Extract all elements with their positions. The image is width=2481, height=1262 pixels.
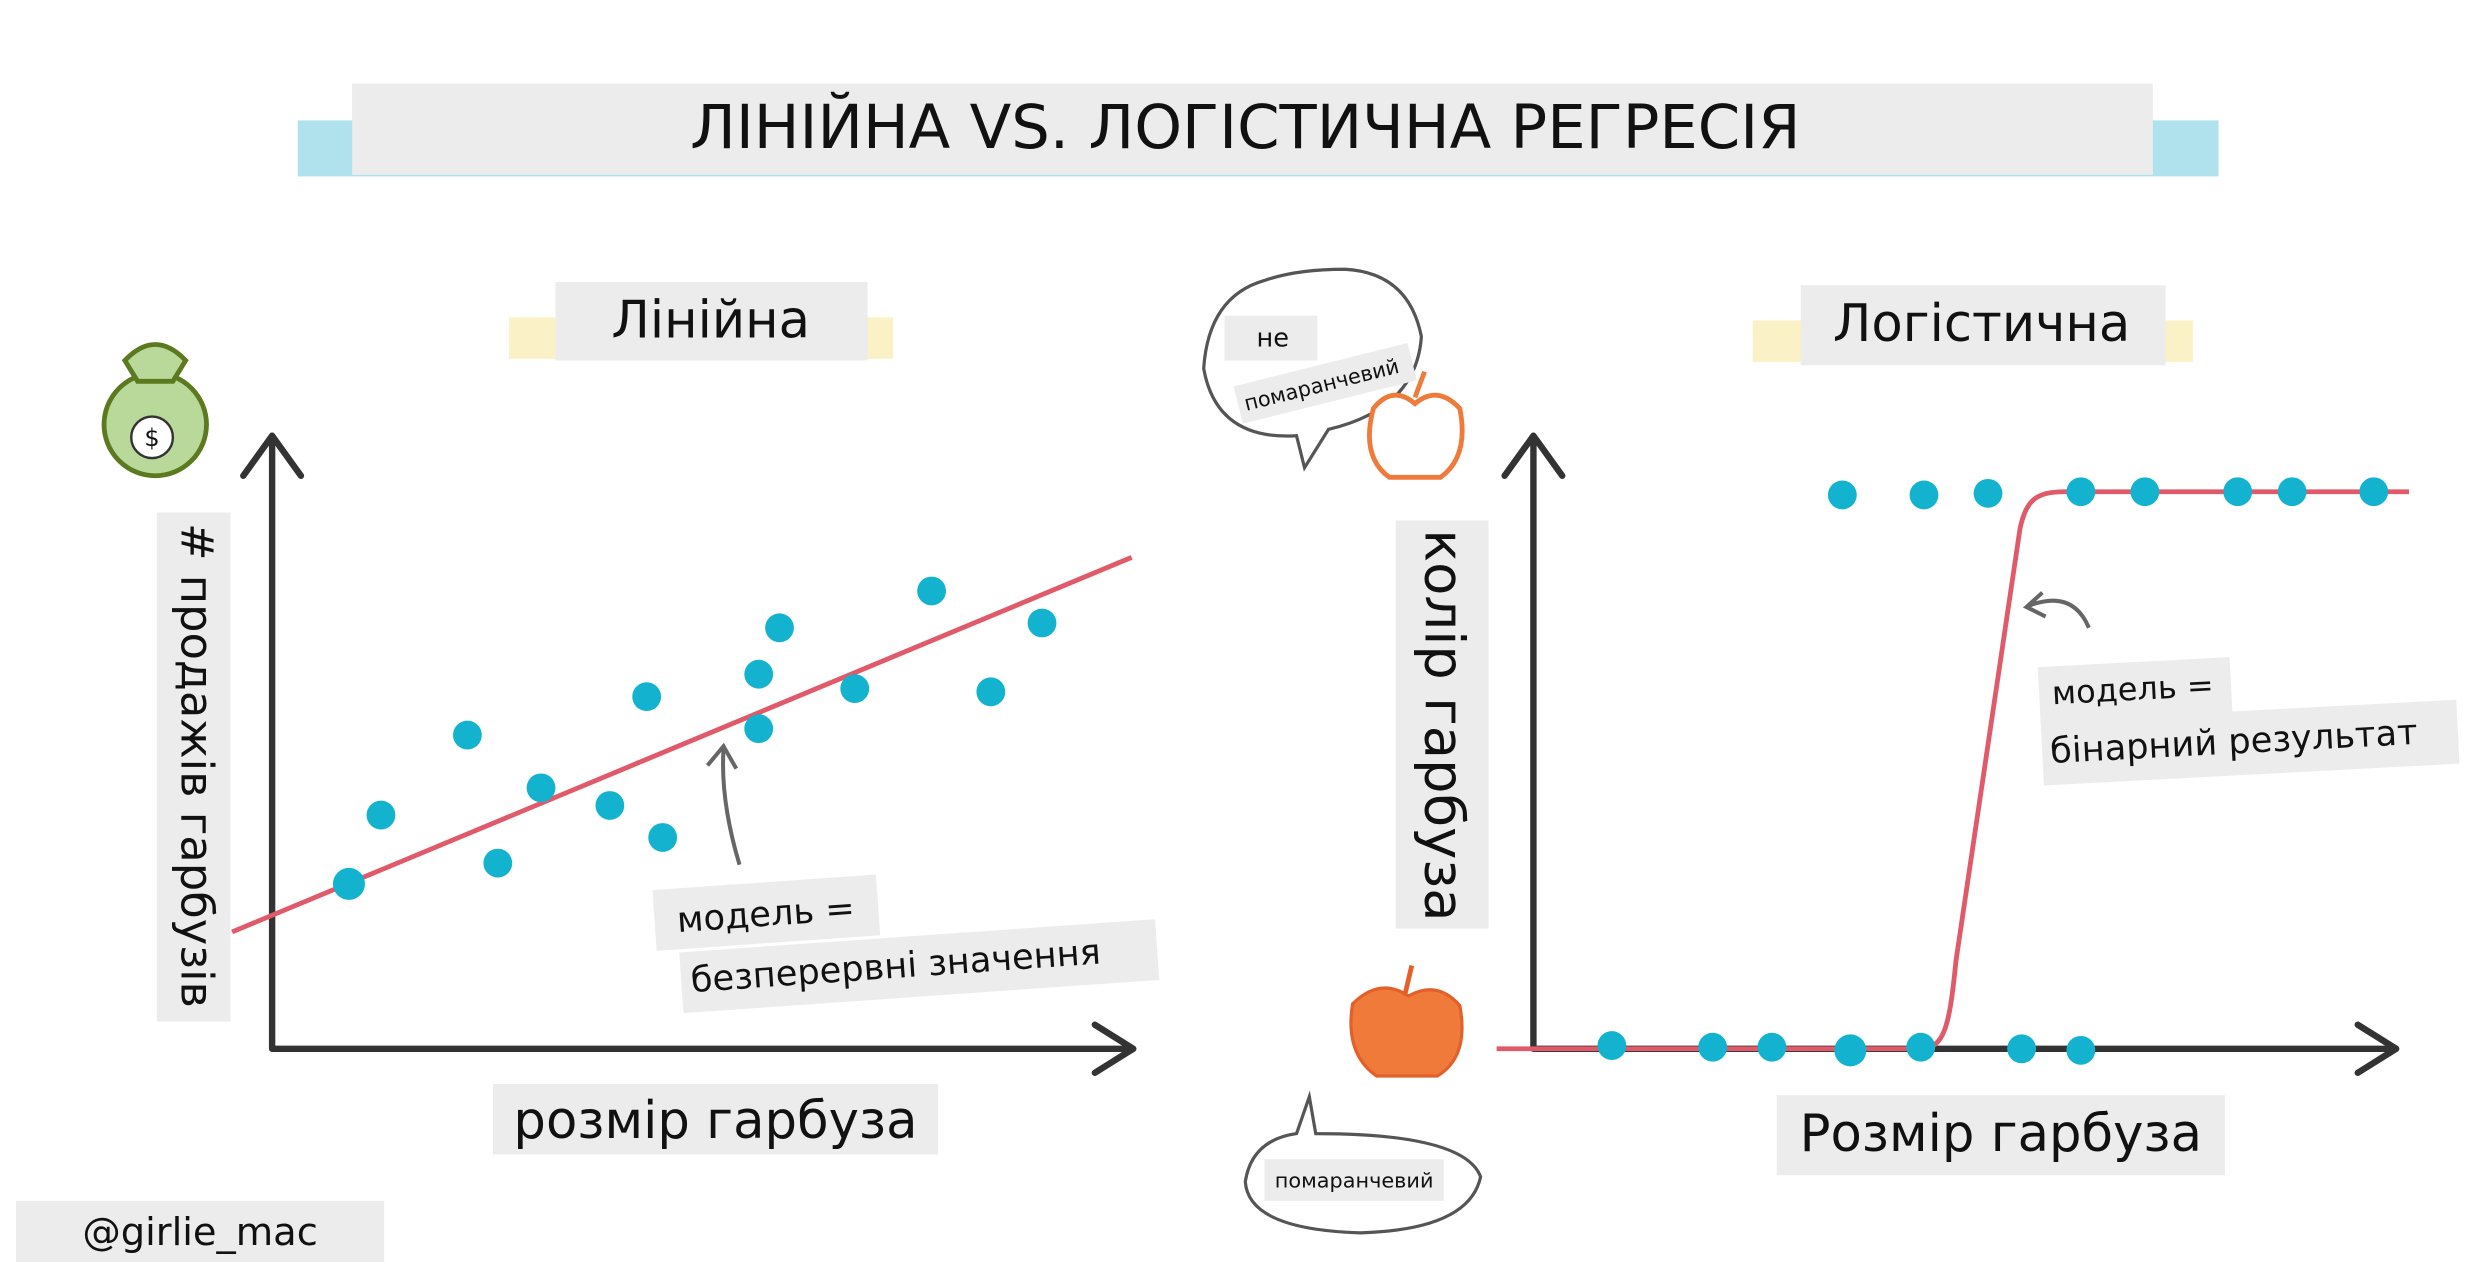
logistic-x-label: Розмір гарбуза <box>1800 1104 2202 1164</box>
credit-box <box>16 1200 385 1262</box>
linear-points <box>332 576 1057 900</box>
credit: @girlie_mac <box>82 1210 317 1255</box>
linear-y-label: # продажів гарбузів <box>171 523 224 1008</box>
money-bag-icon: $ <box>101 342 209 479</box>
heading-box <box>1800 285 2166 366</box>
heading-box <box>555 282 868 361</box>
annotation-box <box>2040 699 2460 786</box>
dollar-sign: $ <box>144 424 159 452</box>
ylabel-box <box>1395 520 1489 929</box>
title: ЛІНІЙНА VS. ЛОГІСТИЧНА РЕГРЕСІЯ <box>690 91 1800 163</box>
bubble-top-line: не <box>1257 324 1290 354</box>
bubble-text-box <box>1264 1159 1444 1201</box>
bubble-text-box <box>1233 343 1417 424</box>
regression-line <box>231 555 1133 935</box>
annotation-arrow <box>705 742 742 866</box>
title-box <box>352 83 2153 175</box>
logistic-annotation-line: модель = <box>2051 666 2215 712</box>
xlabel-box <box>492 1083 938 1155</box>
pumpkin-stem <box>1403 964 1415 994</box>
ylabel-box <box>156 512 231 1022</box>
annotation-box <box>2037 657 2233 725</box>
logistic-points <box>1597 477 2389 1067</box>
annotation-box <box>679 919 1160 1014</box>
white-pumpkin-icon <box>1367 370 1465 480</box>
bubble-text-box <box>1224 315 1318 361</box>
xlabel-box <box>1776 1095 2225 1176</box>
logistic-y-label: колір гарбуза <box>1412 529 1476 921</box>
linear-heading: Лінійна <box>611 291 810 351</box>
logistic-heading: Логістична <box>1833 294 2130 354</box>
linear-x-label: розмір гарбуза <box>513 1091 917 1151</box>
annotation-arrow <box>2022 591 2091 629</box>
bubble-bottom-text: помаранчевий <box>1275 1169 1434 1193</box>
annotation-box <box>652 874 881 951</box>
linear-axes <box>240 432 1137 1076</box>
orange-pumpkin-icon <box>1349 986 1464 1078</box>
